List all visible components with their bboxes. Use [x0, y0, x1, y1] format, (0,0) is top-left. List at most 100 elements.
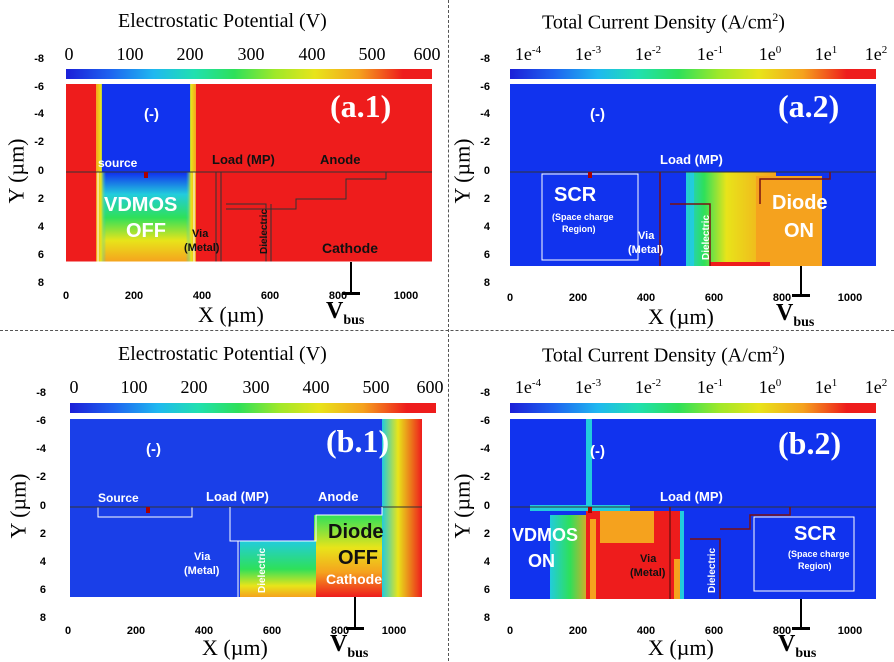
title-end: )	[778, 11, 785, 34]
simulation-plot: (b.2) (-) Load (MP) VDMOS ON Via (Metal)…	[510, 419, 876, 599]
y-axis-label: Y (µm)	[449, 138, 475, 204]
x-tick: 800	[772, 292, 792, 304]
title-end: )	[778, 344, 785, 367]
vbus-label: Vbus	[330, 631, 368, 662]
colorbar-tick: 100	[120, 377, 148, 397]
y-tick: 4	[483, 556, 490, 568]
via-metal-label: (Metal)	[184, 242, 220, 254]
y-tick: 0	[483, 165, 490, 177]
simulation-plot: (a.1) (-) source Load (MP) Anode VDMOS O…	[66, 84, 432, 262]
colorbar	[510, 403, 876, 413]
y-tick: -8	[480, 387, 490, 399]
panel-title: Total Current Density (A/cm2)	[542, 10, 785, 35]
potential-map	[66, 84, 432, 262]
current-map	[510, 419, 876, 599]
y-tick: -6	[480, 81, 490, 93]
terminal-label: (-)	[146, 441, 161, 458]
colorbar-tick: 1e1	[814, 377, 838, 397]
title-sup: 2	[772, 343, 779, 357]
x-tick: 1000	[837, 625, 863, 637]
panel-label: (b.2)	[778, 425, 842, 461]
anode-label: Anode	[320, 152, 361, 167]
state-label: OFF	[126, 220, 166, 242]
title-text: Total Current Density (A/cm	[542, 11, 773, 34]
scr-sub-label: (Space charge	[552, 212, 614, 222]
terminal-label: (-)	[144, 106, 159, 123]
vbus-main: V	[778, 631, 796, 657]
cathode-label: Cathode	[322, 240, 378, 256]
x-tick: 600	[262, 625, 282, 637]
y-axis-label: Y (µm)	[3, 138, 29, 204]
y-tick: -6	[480, 415, 490, 427]
title-text: Total Current Density (A/cm	[542, 344, 773, 367]
x-tick: 0	[506, 292, 514, 304]
title-text: Electrostatic Potential (V)	[118, 10, 327, 32]
vbus-bar-icon	[342, 292, 360, 295]
x-tick: 400	[194, 625, 214, 637]
colorbar	[66, 69, 432, 79]
colorbar-tick: 200	[176, 44, 204, 64]
x-tick: 0	[506, 625, 514, 637]
scr-label: SCR	[794, 523, 837, 545]
y-tick: 6	[483, 584, 490, 596]
via-label: Via	[638, 230, 655, 242]
y-tick: 8	[37, 277, 44, 289]
y-tick: 6	[39, 584, 46, 596]
vbus-terminal-icon	[800, 266, 802, 294]
x-tick: 1000	[837, 292, 863, 304]
state-label: ON	[784, 220, 814, 242]
vbus-bar-icon	[346, 627, 364, 630]
current-map	[510, 171, 876, 266]
colorbar-tick: 1e-4	[514, 377, 542, 397]
colorbar-tick: 1e-4	[514, 44, 542, 64]
x-tick: 1000	[381, 625, 407, 637]
panel-a2: Total Current Density (A/cm2) 1e-4 1e-3 …	[448, 0, 894, 330]
vbus-terminal-icon	[354, 597, 356, 627]
y-tick: 4	[39, 556, 46, 568]
y-tick: -2	[480, 136, 490, 148]
y-tick: -4	[480, 443, 490, 455]
dielectric-label: Dielectric	[701, 214, 713, 261]
device-label: VDMOS	[512, 525, 579, 545]
via-metal-label: (Metal)	[628, 244, 664, 256]
vbus-main: V	[330, 631, 348, 657]
x-tick: 400	[192, 290, 212, 302]
colorbar-tick: 1e0	[758, 44, 782, 64]
device-label: Diode	[772, 192, 828, 214]
x-tick: 600	[260, 290, 280, 302]
colorbar-tick: 300	[242, 377, 270, 397]
x-tick: 800	[772, 625, 792, 637]
load-label: Load (MP)	[212, 152, 275, 167]
colorbar-tick: 500	[358, 44, 386, 64]
colorbar-tick: 1e-3	[574, 44, 602, 64]
x-tick: 400	[636, 625, 656, 637]
x-tick: 800	[330, 625, 350, 637]
y-tick: -4	[34, 108, 44, 120]
vbus-sub: bus	[795, 645, 817, 661]
scr-sub-label-2: Region)	[798, 561, 832, 571]
y-tick: -8	[34, 53, 44, 65]
terminal-label: (-)	[590, 443, 605, 460]
vbus-sub: bus	[343, 312, 365, 328]
y-tick: 8	[39, 612, 46, 624]
colorbar-tick: 1e-1	[696, 44, 724, 64]
y-tick: -4	[480, 108, 490, 120]
scr-sub-label: (Space charge	[788, 549, 850, 559]
vbus-main: V	[776, 300, 794, 326]
colorbar-tick: 400	[302, 377, 330, 397]
load-label: Load (MP)	[660, 489, 723, 504]
x-tick: 600	[704, 292, 724, 304]
panel-b1: Electrostatic Potential (V) 0 100 200 30…	[0, 331, 447, 661]
vbus-bar-icon	[792, 627, 810, 630]
terminal-label: (-)	[590, 106, 605, 123]
anode-label: Anode	[318, 489, 359, 504]
load-label: Load (MP)	[660, 152, 723, 167]
x-tick: 200	[124, 290, 144, 302]
via-metal-label: (Metal)	[184, 565, 220, 577]
source-label: Source	[98, 491, 139, 505]
vbus-terminal-icon	[800, 599, 802, 627]
panel-label: (a.2)	[778, 88, 840, 124]
vbus-sub: bus	[347, 645, 369, 661]
y-tick: -8	[480, 53, 490, 65]
colorbar-tick: 600	[413, 44, 441, 64]
